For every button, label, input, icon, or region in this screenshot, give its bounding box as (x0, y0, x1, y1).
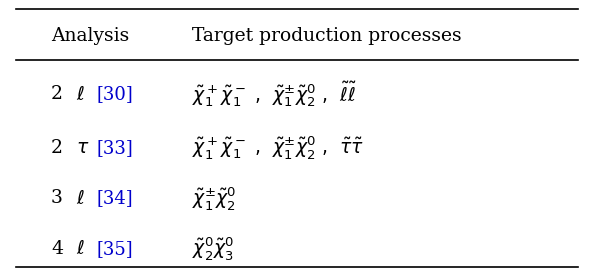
Text: Analysis: Analysis (51, 27, 129, 45)
Text: $\tilde{\chi}_1^+ \tilde{\chi}_1^-$ ,  $\tilde{\chi}_1^{\pm} \tilde{\chi}_2^0$ ,: $\tilde{\chi}_1^+ \tilde{\chi}_1^-$ , $\… (192, 80, 356, 109)
Text: $\tau$: $\tau$ (75, 139, 89, 157)
Text: $\tilde{\chi}_1^{\pm} \tilde{\chi}_2^0$: $\tilde{\chi}_1^{\pm} \tilde{\chi}_2^0$ (192, 185, 236, 212)
Text: $\tilde{\chi}_2^0 \tilde{\chi}_3^0$: $\tilde{\chi}_2^0 \tilde{\chi}_3^0$ (192, 235, 233, 262)
Text: $\ell$: $\ell$ (75, 189, 84, 208)
Text: 2: 2 (51, 139, 63, 157)
Text: [30]: [30] (97, 85, 134, 104)
Text: 3: 3 (51, 189, 63, 207)
Text: 4: 4 (51, 239, 63, 258)
Text: $\tilde{\chi}_1^+ \tilde{\chi}_1^-$ ,  $\tilde{\chi}_1^{\pm} \tilde{\chi}_2^0$ ,: $\tilde{\chi}_1^+ \tilde{\chi}_1^-$ , $\… (192, 134, 364, 161)
Text: [33]: [33] (97, 139, 134, 157)
Text: Target production processes: Target production processes (192, 27, 461, 45)
Text: [35]: [35] (97, 239, 133, 258)
Text: 2: 2 (51, 85, 63, 104)
Text: $\ell$: $\ell$ (75, 85, 84, 104)
Text: $\ell$: $\ell$ (75, 239, 84, 258)
Text: [34]: [34] (97, 189, 133, 207)
